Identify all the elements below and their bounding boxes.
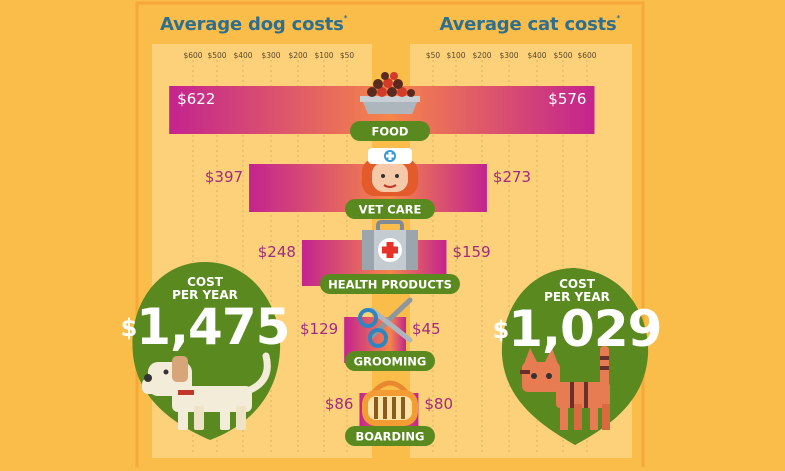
- cat-cost-value: $1,029: [492, 300, 663, 358]
- tick-label: $400: [527, 51, 546, 60]
- category-pill: [350, 121, 430, 141]
- tick-label: $200: [472, 51, 491, 60]
- category-pill: [345, 351, 435, 371]
- tick-label: $50: [426, 51, 441, 60]
- tick-label: $500: [207, 51, 226, 60]
- tick-label: $600: [183, 51, 202, 60]
- scissors-icon: [358, 297, 413, 348]
- tick-label: $200: [288, 51, 307, 60]
- data-label-dog: $397: [205, 168, 243, 186]
- tick-label: $50: [340, 51, 355, 60]
- category-pill: [345, 199, 435, 219]
- data-label-cat: $45: [412, 320, 441, 338]
- tick-label: $300: [499, 51, 518, 60]
- cat-cost-blob: [501, 268, 649, 445]
- tick-label: $100: [314, 51, 333, 60]
- category-pill: [320, 274, 460, 294]
- tick-label: $300: [261, 51, 280, 60]
- data-label-cat: $80: [424, 395, 453, 413]
- data-label-dog: $622: [177, 90, 215, 108]
- cat-title: Average cat costs*: [439, 14, 621, 35]
- category-label: HEALTH PRODUCTS: [328, 278, 452, 292]
- category-label: BOARDING: [356, 430, 425, 444]
- tick-label: $400: [233, 51, 252, 60]
- dog-icon: [142, 352, 271, 430]
- tick-label: $600: [577, 51, 596, 60]
- category-pill: [345, 426, 435, 446]
- data-label-cat: $576: [548, 90, 586, 108]
- cat-cost-label: COST PER YEAR: [544, 277, 610, 304]
- nurse-icon: [361, 148, 419, 196]
- tick-label: $100: [446, 51, 465, 60]
- food-bowl-icon: [360, 72, 420, 114]
- cat-icon: [520, 346, 610, 430]
- category-label: FOOD: [372, 125, 409, 139]
- dog-cost-label: COST PER YEAR: [172, 275, 238, 302]
- dog-title: Average dog costs*: [160, 14, 348, 35]
- data-label-cat: $273: [493, 168, 531, 186]
- category-label: GROOMING: [354, 355, 427, 369]
- category-label: VET CARE: [359, 203, 422, 217]
- dog-cost-value: $1,475: [120, 298, 291, 356]
- data-label-dog: $86: [325, 395, 354, 413]
- tick-label: $500: [553, 51, 572, 60]
- first-aid-kit-icon: [362, 220, 418, 270]
- data-label-cat: $159: [452, 243, 490, 261]
- pet-carrier-icon: [362, 380, 418, 426]
- data-label-dog: $248: [258, 243, 296, 261]
- data-label-dog: $129: [300, 320, 338, 338]
